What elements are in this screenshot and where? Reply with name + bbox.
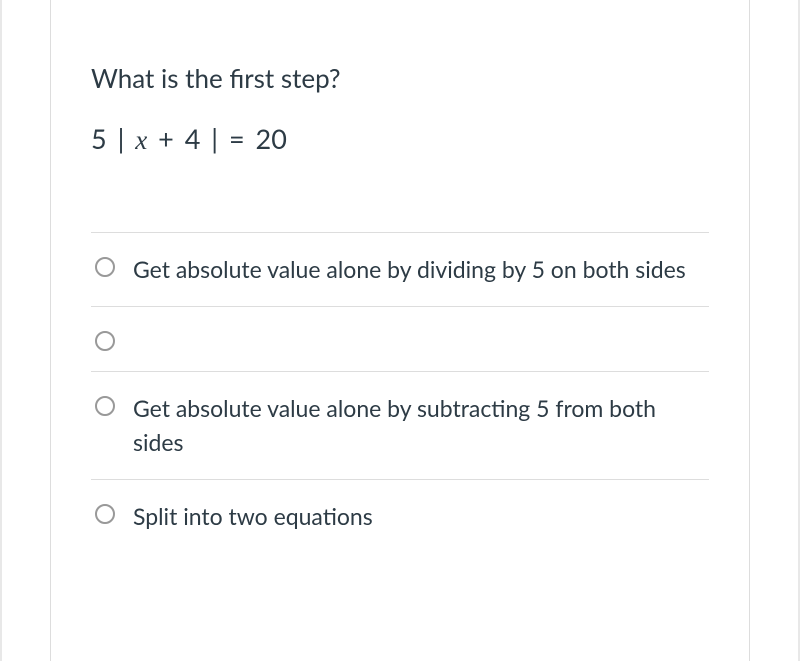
option-row[interactable]: Get absolute value alone by dividing by …	[91, 232, 709, 306]
equation-coeff: 5 |	[91, 122, 135, 155]
question-prompt: What is the first step?	[91, 62, 709, 94]
radio-button[interactable]	[95, 257, 115, 277]
option-label: Get absolute value alone by subtracting …	[133, 392, 705, 459]
option-row[interactable]	[91, 306, 709, 371]
options-list: Get absolute value alone by dividing by …	[91, 232, 709, 553]
question-equation: 5 | x + 4 | = 20	[91, 122, 709, 156]
outer-frame: What is the first step? 5 | x + 4 | = 20…	[0, 0, 800, 661]
option-label: Split into two equations	[133, 500, 373, 533]
equation-rest: + 4 | = 20	[147, 122, 287, 155]
question-card: What is the first step? 5 | x + 4 | = 20…	[50, 0, 750, 661]
radio-button[interactable]	[95, 504, 115, 524]
radio-button[interactable]	[95, 396, 115, 416]
option-row[interactable]: Split into two equations	[91, 479, 709, 553]
option-label: Get absolute value alone by dividing by …	[133, 253, 686, 286]
equation-variable: x	[135, 125, 147, 155]
option-row[interactable]: Get absolute value alone by subtracting …	[91, 371, 709, 479]
radio-button[interactable]	[95, 331, 115, 351]
